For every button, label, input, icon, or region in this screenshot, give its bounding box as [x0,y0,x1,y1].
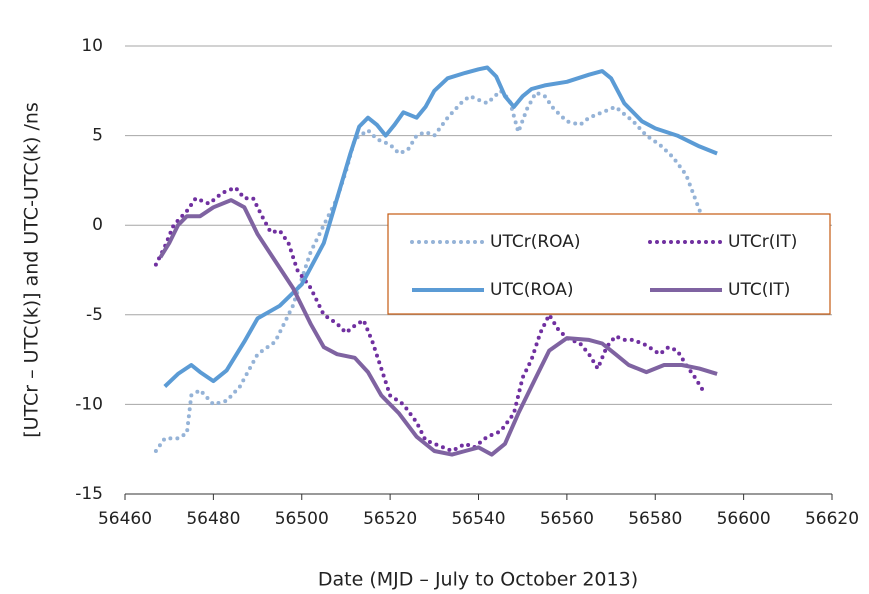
x-tick-label: 56480 [186,509,240,529]
series-line [158,198,718,457]
x-tick-label: 56620 [805,509,859,529]
series-line [153,185,706,454]
legend-box [387,213,831,315]
legend-label: UTCr(IT) [728,232,797,252]
y-axis-label: [UTCr – UTC(k)] and UTC-UTC(k) /ns [21,102,43,438]
legend-label: UTCr(ROA) [490,232,580,252]
y-tick-label: -5 [86,305,103,325]
legend-label: UTC(ROA) [490,280,574,300]
x-tick-label: 56520 [363,509,417,529]
legend-label: UTC(IT) [728,280,790,300]
x-tick-label: 56560 [540,509,594,529]
series-line [153,87,706,453]
y-tick-label: 5 [92,126,103,146]
y-tick-label: -15 [75,484,103,504]
x-tick-label: 56460 [98,509,152,529]
series-line [163,65,718,388]
y-tick-label: 0 [92,215,103,235]
y-tick-label: 10 [81,36,103,56]
x-axis-label: Date (MJD – July to October 2013) [318,569,638,591]
x-tick-label: 56580 [628,509,682,529]
y-tick-label: -10 [75,394,103,414]
x-tick-label: 56600 [717,509,771,529]
x-tick-label: 56540 [451,509,505,529]
x-tick-label: 56500 [275,509,329,529]
